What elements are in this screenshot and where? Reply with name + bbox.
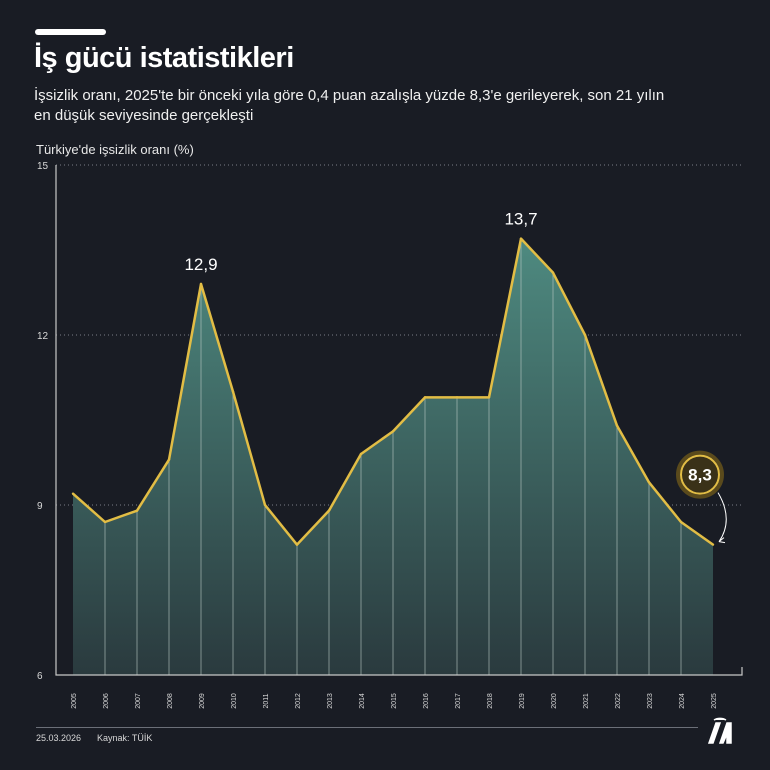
x-tick-label: 2016 bbox=[423, 693, 430, 709]
data-point bbox=[167, 458, 171, 461]
x-tick-label: 2011 bbox=[263, 693, 270, 708]
x-tick-label: 2023 bbox=[647, 693, 654, 709]
highlight-badge bbox=[680, 454, 720, 495]
annotation-label: 8,3 bbox=[688, 466, 712, 485]
x-tick-label: 2008 bbox=[167, 693, 174, 709]
y-axis-title: Türkiye'de işsizlik oranı (%) bbox=[36, 142, 194, 157]
page-subtitle: İşsizlik oranı, 2025'te bir önceki yıla … bbox=[34, 87, 665, 124]
data-point bbox=[551, 271, 555, 274]
data-point bbox=[263, 503, 267, 507]
axis-frame bbox=[55, 165, 743, 676]
x-tick-label: 2009 bbox=[199, 693, 206, 709]
data-point bbox=[103, 520, 107, 524]
y-tick-label: 9 bbox=[37, 501, 43, 512]
annotation-label: 12,9 bbox=[184, 255, 217, 274]
data-point bbox=[135, 509, 139, 512]
data-point bbox=[711, 543, 715, 546]
aa-logo-icon bbox=[707, 717, 732, 744]
data-point bbox=[391, 430, 395, 433]
date: 25.03.2026 bbox=[36, 733, 82, 743]
x-tick-label: 2024 bbox=[679, 693, 686, 709]
x-tick-label: 2021 bbox=[583, 693, 590, 709]
data-point bbox=[295, 543, 299, 546]
arrow-head-icon bbox=[718, 537, 726, 544]
x-tick-label: 2015 bbox=[391, 693, 398, 709]
x-tick-label: 2019 bbox=[519, 693, 526, 709]
data-point bbox=[615, 424, 619, 427]
x-tick-label: 2010 bbox=[231, 693, 238, 709]
data-point bbox=[231, 390, 235, 393]
x-tick-label: 2022 bbox=[615, 693, 622, 709]
source: Kaynak: TÜİK bbox=[97, 733, 153, 743]
annotation-arrow bbox=[717, 492, 727, 542]
data-point bbox=[455, 396, 459, 399]
annotation-label: 13,7 bbox=[504, 210, 537, 229]
x-tick-label: 2005 bbox=[71, 693, 78, 709]
x-tick-label: 2025 bbox=[711, 693, 718, 709]
data-point bbox=[327, 509, 331, 512]
x-tick-label: 2017 bbox=[455, 693, 462, 709]
y-tick-label: 6 bbox=[37, 671, 43, 682]
data-point bbox=[583, 333, 587, 337]
data-point bbox=[71, 492, 75, 495]
x-tick-label: 2012 bbox=[295, 693, 302, 709]
footer-divider bbox=[36, 727, 698, 728]
page-title: İş gücü istatistikleri bbox=[34, 42, 294, 74]
x-tick-label: 2020 bbox=[551, 693, 558, 709]
x-tick-label: 2006 bbox=[103, 693, 110, 709]
accent-bar bbox=[35, 29, 106, 35]
data-point bbox=[359, 452, 363, 456]
x-tick-label: 2013 bbox=[327, 693, 334, 709]
data-point bbox=[679, 520, 683, 524]
data-point bbox=[519, 237, 523, 240]
x-tick-label: 2007 bbox=[135, 693, 142, 709]
data-point bbox=[199, 282, 203, 286]
highlight-ring bbox=[676, 450, 724, 499]
y-tick-label: 12 bbox=[37, 331, 49, 342]
data-point bbox=[423, 396, 427, 399]
data-point bbox=[487, 396, 491, 399]
data-point bbox=[647, 481, 651, 484]
x-tick-label: 2018 bbox=[487, 693, 494, 709]
x-tick-label: 2014 bbox=[359, 693, 366, 709]
y-tick-label: 15 bbox=[37, 161, 49, 172]
